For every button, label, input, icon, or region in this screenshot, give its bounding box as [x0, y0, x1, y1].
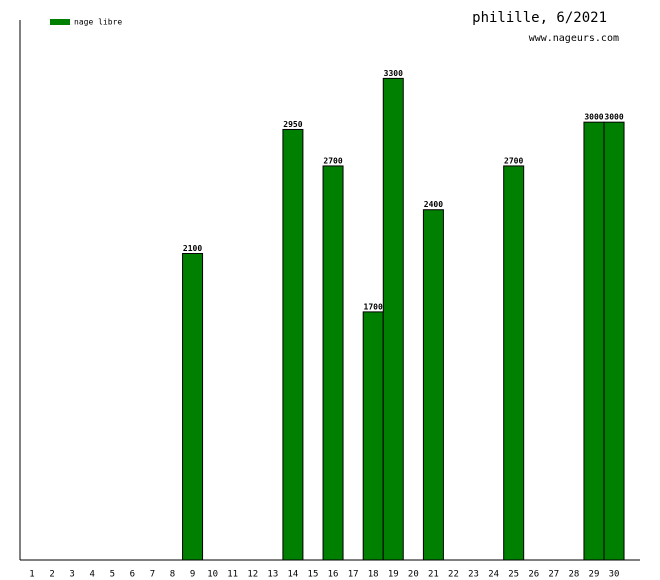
- x-tick-label: 5: [110, 570, 115, 580]
- x-tick-label: 12: [247, 570, 258, 580]
- x-tick-label: 29: [589, 570, 600, 580]
- x-tick-label: 2: [49, 570, 54, 580]
- bar: [362, 311, 384, 561]
- x-tick-label: 14: [287, 570, 298, 580]
- x-tick-label: 27: [548, 570, 559, 580]
- x-tick-label: 7: [150, 570, 155, 580]
- bar: [583, 121, 605, 561]
- x-tick-label: 28: [568, 570, 579, 580]
- x-tick-label: 22: [448, 570, 459, 580]
- value-label: 2950: [283, 120, 302, 129]
- value-label: 1700: [364, 302, 383, 311]
- bar: [282, 128, 304, 561]
- x-tick-label: 3: [69, 570, 74, 580]
- x-tick-label: 10: [207, 570, 218, 580]
- x-tick-label: 19: [388, 570, 399, 580]
- bar: [322, 165, 344, 561]
- bar: [382, 77, 404, 561]
- x-tick-label: 13: [267, 570, 278, 580]
- value-label: 2100: [183, 244, 202, 253]
- x-tick-label: 26: [528, 570, 539, 580]
- chart-subtitle: www.nageurs.com: [529, 33, 619, 44]
- value-label: 3000: [584, 113, 603, 122]
- value-label: 2700: [323, 156, 342, 165]
- x-tick-label: 17: [348, 570, 359, 580]
- chart-title: philille, 6/2021: [472, 10, 607, 26]
- x-tick-label: 30: [609, 570, 620, 580]
- x-tick-label: 11: [227, 570, 238, 580]
- bar: [603, 121, 625, 561]
- legend-label: nage libre: [74, 18, 122, 27]
- value-label: 2700: [504, 156, 523, 165]
- bar: [503, 165, 525, 561]
- bar: [182, 253, 204, 561]
- value-label: 3000: [604, 113, 623, 122]
- x-tick-label: 23: [468, 570, 479, 580]
- legend-swatch: [50, 19, 70, 25]
- x-tick-label: 25: [508, 570, 519, 580]
- x-tick-label: 24: [488, 570, 499, 580]
- x-tick-label: 20: [408, 570, 419, 580]
- value-label: 2400: [424, 200, 443, 209]
- x-tick-label: 1: [29, 570, 34, 580]
- value-label: 3300: [384, 69, 403, 78]
- x-tick-label: 4: [89, 570, 94, 580]
- x-tick-label: 9: [190, 570, 195, 580]
- x-tick-label: 15: [308, 570, 319, 580]
- bar: [422, 209, 444, 561]
- x-tick-label: 6: [130, 570, 135, 580]
- x-tick-label: 8: [170, 570, 175, 580]
- x-tick-label: 21: [428, 570, 439, 580]
- x-tick-label: 18: [368, 570, 379, 580]
- x-tick-label: 16: [328, 570, 339, 580]
